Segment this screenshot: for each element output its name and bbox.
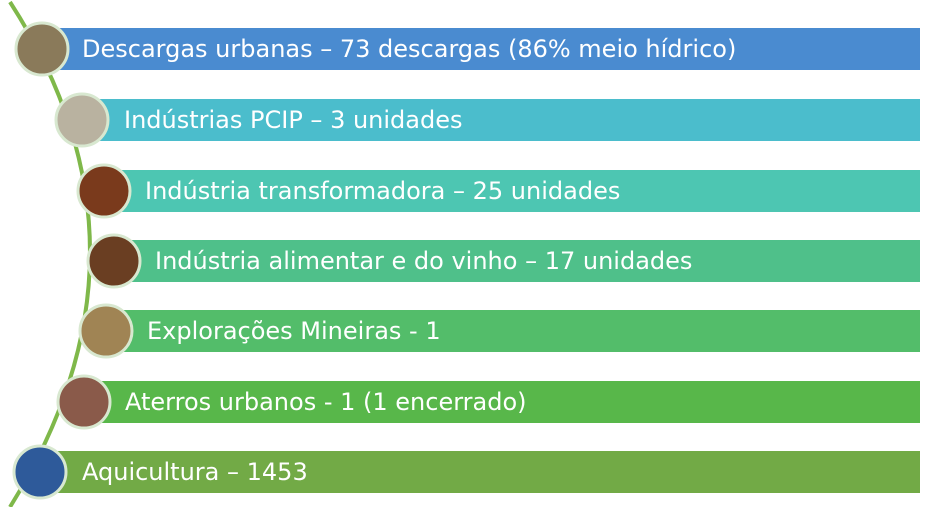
item-label: Aterros urbanos - 1 (1 encerrado) — [125, 388, 527, 416]
item-image — [78, 303, 134, 359]
item-image — [76, 163, 132, 219]
item-label: Explorações Mineiras - 1 — [147, 317, 441, 345]
item-image — [12, 444, 68, 500]
item-label: Aquicultura – 1453 — [82, 458, 308, 486]
item-image — [14, 21, 70, 77]
item-image — [54, 92, 110, 148]
item-label: Indústrias PCIP – 3 unidades — [124, 106, 463, 134]
connector-curve — [8, 0, 92, 507]
rows: Descargas urbanas – 73 descargas (86% me… — [12, 21, 920, 500]
list-bar — [114, 240, 920, 282]
list-bar — [42, 28, 920, 70]
list-bar — [82, 99, 920, 141]
list-bar — [104, 170, 920, 212]
item-image — [56, 374, 112, 430]
item-image — [86, 233, 142, 289]
item-label: Indústria alimentar e do vinho – 17 unid… — [155, 247, 692, 275]
list-bar — [84, 381, 920, 423]
item-label: Indústria transformadora – 25 unidades — [145, 177, 620, 205]
list-bar — [106, 310, 920, 352]
list-bar — [40, 451, 920, 493]
item-label: Descargas urbanas – 73 descargas (86% me… — [82, 35, 736, 63]
